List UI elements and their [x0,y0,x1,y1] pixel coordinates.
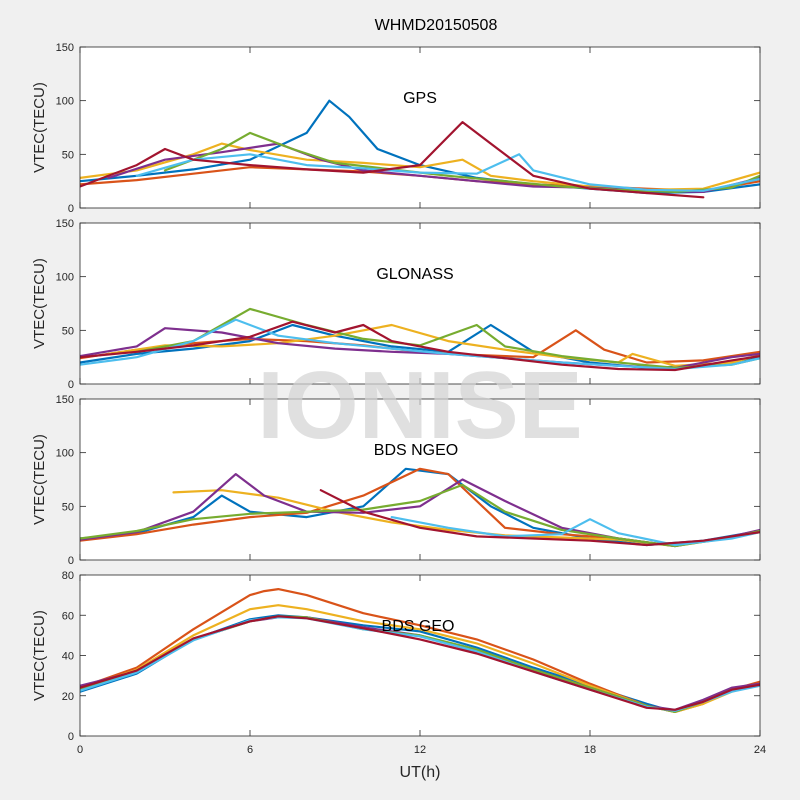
y-axis-label: VTEC(TECU) [31,82,48,173]
series-group [80,307,760,372]
y-tick-label: 100 [56,448,74,460]
series-line-3 [107,323,760,367]
series-line-7 [80,320,760,372]
y-axis-label: VTEC(TECU) [31,258,48,349]
series-line-7 [319,489,760,547]
x-tick-label: 12 [414,744,426,756]
watermark-text: IONISE [257,352,582,459]
x-tick-label: 24 [754,744,766,756]
panel-label: BDS GEO [382,618,455,635]
y-tick-label: 0 [68,555,74,567]
series-line-5 [163,131,760,193]
chart-panel-4: 0 6 12 18 24 0 20 40 60 80 VTEC(TECU) BDS GEO UT(h) [31,570,766,781]
y-axis-label: VTEC(TECU) [31,434,48,525]
y-tick-label: 0 [68,731,74,743]
x-tick-label: 0 [77,744,83,756]
series-group [80,588,760,713]
plot-area [80,575,760,736]
series-line-7 [80,615,760,711]
series-line-6 [390,516,760,547]
y-tick-label: 50 [62,325,74,337]
y-tick-label: 150 [56,394,74,406]
series-line-7 [80,121,705,199]
y-tick-label: 50 [62,501,74,513]
y-axis-label: VTEC(TECU) [31,610,48,701]
y-tick-label: 60 [62,610,74,622]
y-tick-label: 20 [62,691,74,703]
y-tick-label: 80 [62,570,74,582]
x-tick-label: 6 [247,744,253,756]
y-tick-label: 50 [62,149,74,161]
series-line-5 [80,483,760,548]
figure-title: WHMD20150508 [375,17,498,34]
chart-panel-3: 0 50 100 150 VTEC(TECU) BDS NGEO [31,394,761,567]
y-tick-label: 0 [68,203,74,215]
series-line-6 [135,153,760,192]
y-tick-label: 150 [56,42,74,54]
panel-label: GPS [403,90,437,107]
y-tick-label: 0 [68,379,74,391]
x-axis-label: UT(h) [400,764,441,781]
chart-panel-1: 0 50 100 150 VTEC(TECU) GPS [31,42,761,215]
plot-area [80,399,760,560]
series-group [80,99,760,199]
y-tick-label: 100 [56,272,74,284]
series-group [80,467,760,548]
plot-area [80,47,760,208]
y-tick-label: 150 [56,218,74,230]
y-tick-label: 40 [62,651,74,663]
series-line-6 [80,318,760,371]
panel-label: BDS NGEO [374,442,458,459]
panels: 0 50 100 150 VTEC(TECU) GPS 0 50 100 150 VTEC(TECU… [31,42,766,781]
y-tick-label: 100 [56,96,74,108]
panel-label: GLONASS [376,266,453,283]
chart-panel-2: 0 50 100 150 VTEC(TECU) GLONASS [31,218,761,391]
x-tick-label: 18 [584,744,596,756]
